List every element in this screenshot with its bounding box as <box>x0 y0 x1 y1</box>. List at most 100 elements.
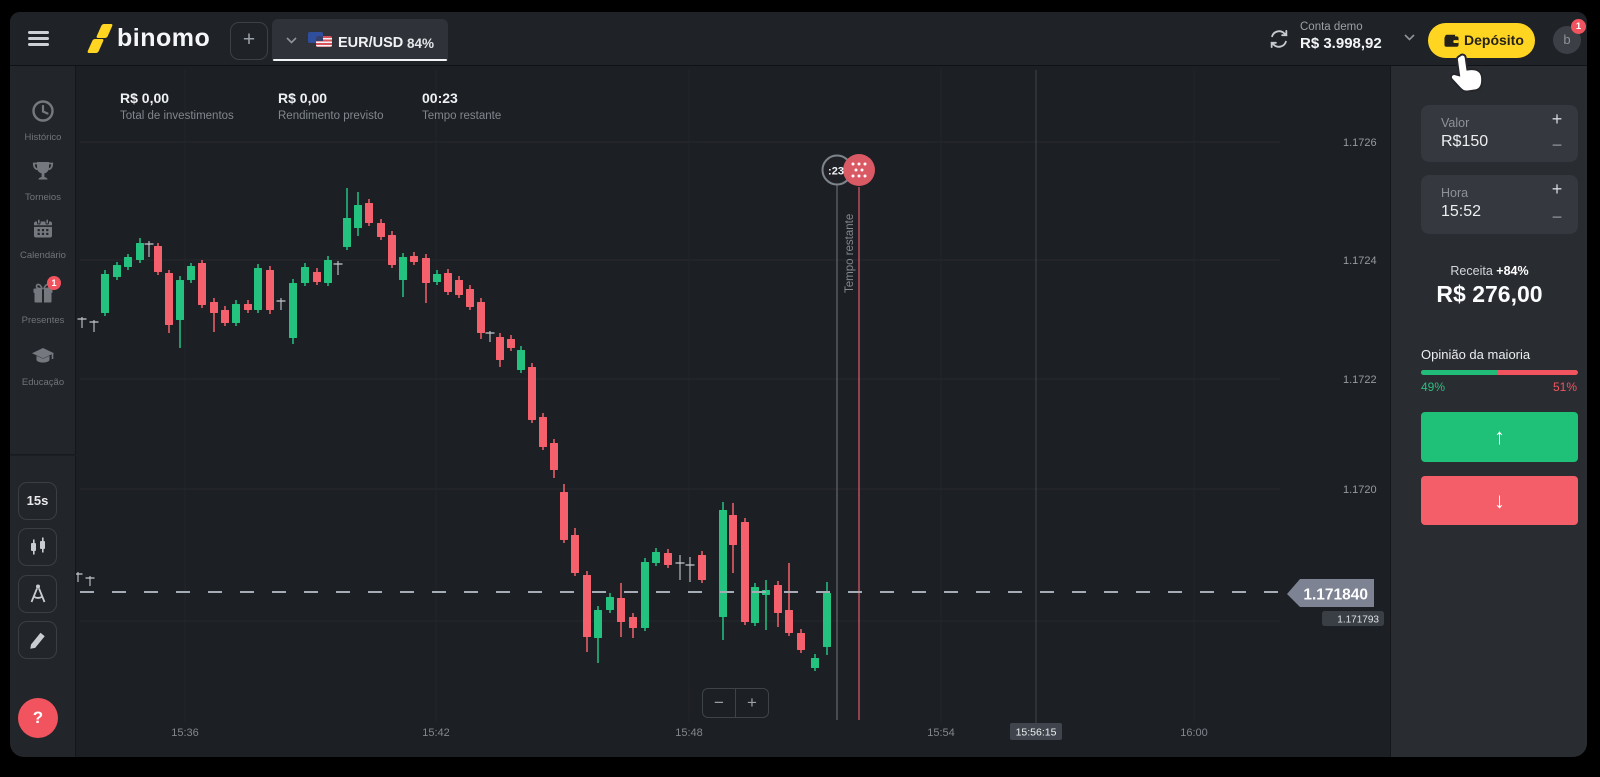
candle <box>124 257 132 267</box>
chevron-down-icon <box>286 37 297 44</box>
notification-badge: 1 <box>1571 19 1586 34</box>
logo-bolt-icon <box>95 24 114 38</box>
hora-input[interactable]: Hora 15:52 + − <box>1421 175 1578 234</box>
refresh-balance-icon[interactable] <box>1268 28 1290 50</box>
time-tick-highlight <box>1010 723 1062 740</box>
candle <box>811 658 819 668</box>
hora-decrease-button[interactable]: − <box>1551 207 1563 227</box>
candle <box>210 302 218 313</box>
asset-pair-label: EUR/USD <box>338 35 404 51</box>
candle <box>729 515 737 545</box>
valor-label: Valor <box>1441 116 1470 130</box>
receita-pct: +84% <box>1496 264 1529 278</box>
asset-tab-eurusd[interactable]: EUR/USD 84% <box>272 19 448 61</box>
indicators-button[interactable] <box>18 575 57 613</box>
binomo-app-window: binomo + EUR/USD 84% Conta demo R$ 3.998… <box>10 12 1587 757</box>
timeframe-button[interactable]: 15s <box>18 482 57 520</box>
graduation-cap-icon <box>30 343 56 369</box>
candle <box>496 337 504 360</box>
compass-icon <box>30 584 45 603</box>
candle <box>198 263 206 305</box>
candle <box>313 272 321 282</box>
candle <box>517 350 525 370</box>
candle <box>136 243 144 260</box>
buy-up-button[interactable]: ↑ <box>1421 412 1578 462</box>
add-asset-button[interactable]: + <box>230 22 268 60</box>
stat-value: R$ 0,00 <box>278 90 328 106</box>
candle <box>232 304 240 323</box>
dots-icon <box>863 174 867 178</box>
candle <box>785 610 793 633</box>
stat-value: 00:23 <box>422 90 458 106</box>
account-switcher[interactable]: Conta demo R$ 3.998,92 <box>1300 21 1400 52</box>
pencil-icon <box>29 632 45 649</box>
gift-icon: 1 <box>30 276 61 307</box>
candle <box>719 510 727 617</box>
chart-type-button[interactable] <box>18 528 57 566</box>
receita-line: Receita +84% <box>1391 264 1587 278</box>
sidebar-item-educacao[interactable]: Educação <box>10 343 76 388</box>
zoom-in-button[interactable]: + <box>747 693 757 712</box>
candle <box>797 633 805 650</box>
binomo-logo[interactable]: binomo <box>86 23 216 55</box>
sidebar-item-torneios[interactable]: Torneios <box>10 158 76 203</box>
time-tick-label: 15:48 <box>675 727 703 739</box>
deposit-button[interactable]: Depósito <box>1428 23 1535 58</box>
trade-panel: Valor R$150 + − Hora 15:52 + − Receita +… <box>1390 66 1587 757</box>
candle <box>571 535 579 573</box>
wallet-icon <box>1444 34 1459 47</box>
candle <box>444 273 452 292</box>
drawing-button[interactable] <box>18 621 57 659</box>
opinion-bar <box>1421 370 1578 375</box>
candle <box>629 617 637 628</box>
candle <box>266 270 274 310</box>
time-tick-label: 16:00 <box>1180 727 1208 739</box>
down-arrow-icon: ↓ <box>1494 488 1505 513</box>
sidebar-item-calendario[interactable]: Calendário <box>10 216 76 261</box>
account-balance: R$ 3.998,92 <box>1300 35 1382 52</box>
candle <box>324 260 332 283</box>
zoom-out-button[interactable]: − <box>703 689 736 717</box>
dots-icon <box>860 168 864 172</box>
candle <box>399 257 407 280</box>
candle <box>664 553 672 565</box>
top-bar: binomo + EUR/USD 84% Conta demo R$ 3.998… <box>10 12 1587 66</box>
price-chart[interactable]: :23 Tempo restante 15:36 15:42 15:48 15:54 15:… <box>76 66 1390 757</box>
help-button[interactable]: ? <box>18 698 58 738</box>
candle <box>698 555 706 580</box>
opinion-up-pct: 49% <box>1421 380 1446 394</box>
candle <box>365 203 373 223</box>
candle <box>101 274 109 313</box>
opinion-bar-up <box>1421 370 1498 375</box>
candle <box>606 597 614 610</box>
hora-increase-button[interactable]: + <box>1551 179 1563 199</box>
candle <box>823 593 831 647</box>
gifts-badge: 1 <box>47 276 61 290</box>
sidebar-item-historico[interactable]: Histórico <box>10 98 76 143</box>
account-chevron-down-icon[interactable] <box>1404 34 1415 41</box>
expiry-circle <box>843 154 875 186</box>
sidebar-item-presentes[interactable]: 1 Presentes <box>10 276 76 326</box>
dots-icon <box>851 162 855 166</box>
candle <box>641 562 649 628</box>
hora-label: Hora <box>1441 186 1469 200</box>
time-tick-label: 15:56:15 <box>1016 727 1057 739</box>
candle <box>187 266 195 280</box>
candle <box>254 268 262 310</box>
us-flag-icon <box>316 36 332 47</box>
valor-decrease-button[interactable]: − <box>1551 135 1563 155</box>
menu-icon[interactable] <box>28 31 49 46</box>
sell-down-button[interactable]: ↓ <box>1421 476 1578 525</box>
valor-input[interactable]: Valor R$150 + − <box>1421 105 1578 162</box>
tempo-restante-caption: Tempo restante <box>844 214 856 293</box>
candle <box>410 256 418 262</box>
valor-increase-button[interactable]: + <box>1551 109 1563 129</box>
candle <box>751 587 759 623</box>
opinion-title: Opinião da maioria <box>1421 347 1531 362</box>
candlestick-chart-canvas[interactable]: :23 Tempo restante 15:36 15:42 15:48 15:54 15:… <box>76 66 1390 757</box>
dots-icon <box>851 174 855 178</box>
chart-zoom-control: − + <box>702 688 769 718</box>
candle <box>221 310 229 323</box>
candle <box>343 218 351 247</box>
calendar-icon <box>30 216 56 242</box>
